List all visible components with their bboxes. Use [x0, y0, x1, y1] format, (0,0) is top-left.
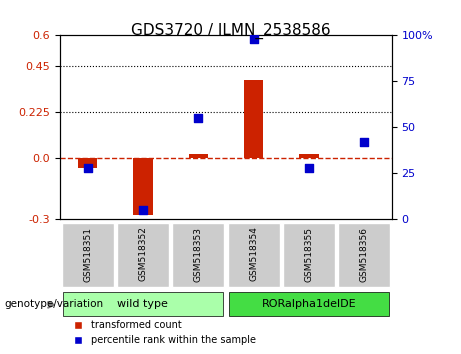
Text: GSM518352: GSM518352 — [138, 227, 148, 281]
Text: GSM518356: GSM518356 — [360, 227, 369, 281]
Bar — [133, 158, 153, 215]
Text: GSM518353: GSM518353 — [194, 227, 203, 281]
FancyBboxPatch shape — [338, 223, 390, 287]
Point — [139, 207, 147, 213]
Point — [361, 139, 368, 145]
Legend: transformed count, percentile rank within the sample: transformed count, percentile rank withi… — [65, 316, 260, 349]
Point — [305, 165, 313, 171]
Bar — [189, 154, 208, 158]
Bar — [244, 80, 263, 158]
FancyBboxPatch shape — [283, 223, 335, 287]
Bar — [299, 154, 319, 158]
Text: RORalpha1delDE: RORalpha1delDE — [261, 298, 356, 309]
Text: wild type: wild type — [118, 298, 168, 309]
Point — [84, 165, 91, 171]
FancyBboxPatch shape — [62, 223, 113, 287]
FancyBboxPatch shape — [228, 223, 279, 287]
Text: GSM518355: GSM518355 — [304, 227, 313, 281]
Point — [195, 115, 202, 121]
Text: GSM518351: GSM518351 — [83, 227, 92, 281]
FancyBboxPatch shape — [172, 223, 224, 287]
FancyBboxPatch shape — [117, 223, 169, 287]
Text: GSM518354: GSM518354 — [249, 227, 258, 281]
FancyBboxPatch shape — [229, 292, 389, 315]
FancyBboxPatch shape — [63, 292, 223, 315]
Bar — [78, 158, 97, 169]
Point — [250, 36, 257, 42]
Text: genotype/variation: genotype/variation — [5, 298, 104, 309]
Text: GDS3720 / ILMN_2538586: GDS3720 / ILMN_2538586 — [130, 23, 331, 39]
